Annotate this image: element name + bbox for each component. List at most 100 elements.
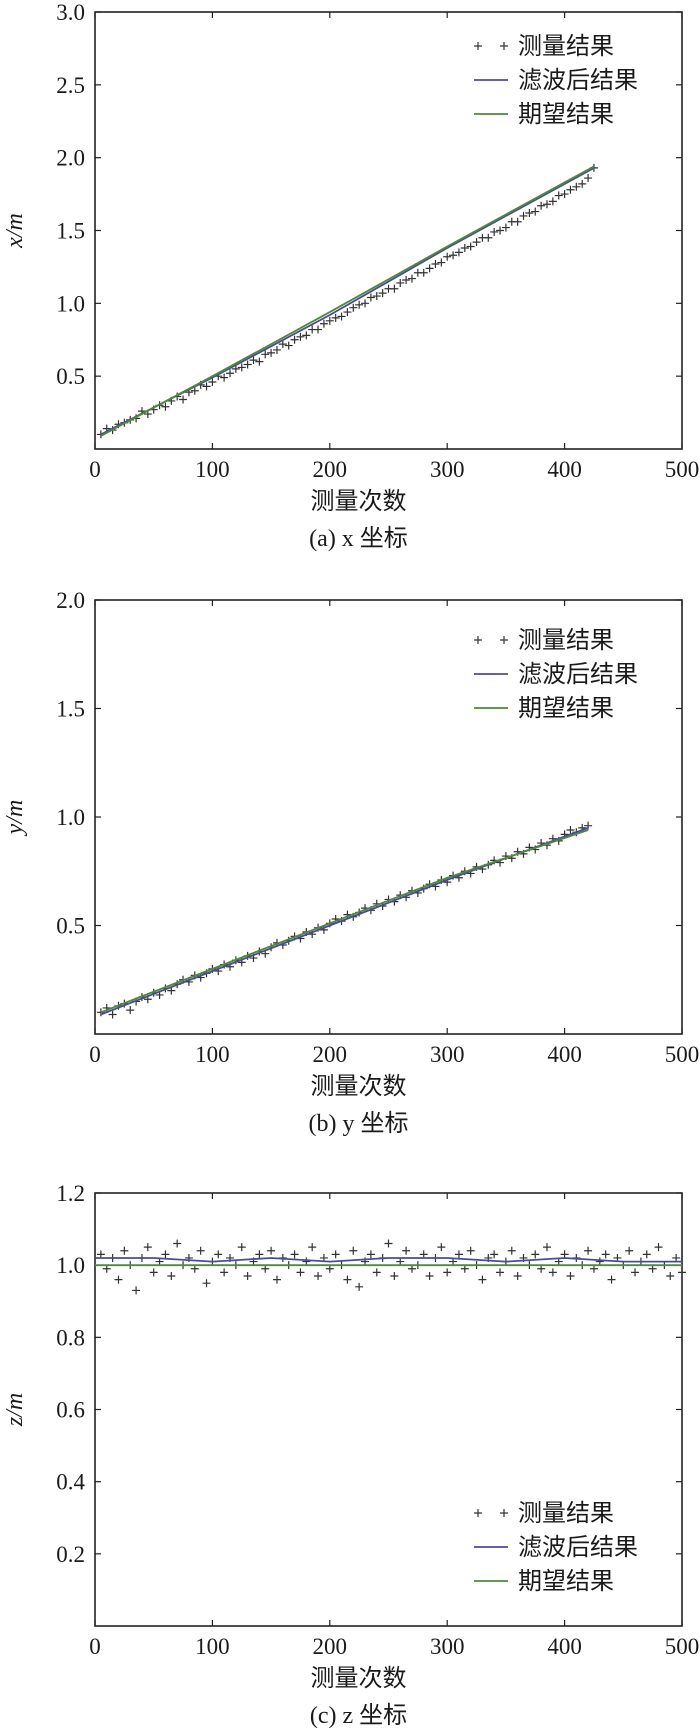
x-tick-label: 400 bbox=[547, 1042, 582, 1067]
legend-marker bbox=[474, 42, 482, 50]
data-point-marker bbox=[496, 1268, 505, 1277]
x-tick-label: 500 bbox=[665, 1634, 700, 1659]
legend-label: 期望结果 bbox=[518, 695, 614, 722]
data-point-marker bbox=[548, 1268, 557, 1277]
data-point-marker bbox=[202, 382, 211, 391]
data-point-marker bbox=[525, 209, 534, 218]
data-point-marker bbox=[548, 197, 557, 206]
data-point-marker bbox=[325, 316, 334, 325]
data-point-marker bbox=[390, 1271, 399, 1280]
data-point-marker bbox=[519, 211, 528, 220]
data-point-marker bbox=[425, 1271, 434, 1280]
x-axis-title: 测量次数 bbox=[311, 1073, 407, 1100]
x-tick-label: 200 bbox=[313, 1042, 348, 1067]
data-point-marker bbox=[466, 1246, 475, 1255]
data-point-marker bbox=[143, 1243, 152, 1252]
y-tick-label: 0.5 bbox=[56, 914, 85, 939]
legend-marker bbox=[500, 42, 508, 50]
y-tick-label: 0.2 bbox=[56, 1542, 85, 1567]
data-point-marker bbox=[407, 1264, 416, 1273]
y-tick-label: 3.0 bbox=[56, 0, 85, 25]
x-tick-label: 100 bbox=[195, 1634, 230, 1659]
data-point-marker bbox=[337, 312, 346, 321]
data-point-marker bbox=[531, 1250, 540, 1259]
data-point-marker bbox=[595, 1257, 604, 1266]
legend-label: 测量结果 bbox=[518, 1500, 614, 1527]
data-point-marker bbox=[625, 1246, 634, 1255]
data-point-marker bbox=[161, 402, 170, 411]
data-point-marker bbox=[537, 201, 546, 210]
data-point-marker bbox=[531, 207, 540, 216]
data-point-marker bbox=[466, 242, 475, 251]
data-point-marker bbox=[589, 1264, 598, 1273]
data-point-marker bbox=[319, 319, 328, 328]
data-point-marker bbox=[425, 264, 434, 273]
panel-z-coordinate: 0 100 200 300 400 500 0.2 0.4 0.6 0.8 1.0 1.2 测量次数 z/… bbox=[2, 1181, 699, 1729]
data-point-marker bbox=[454, 248, 463, 257]
legend-marker bbox=[500, 1509, 508, 1517]
data-point-marker bbox=[566, 185, 575, 194]
data-point-marker bbox=[237, 1243, 246, 1252]
data-point-marker bbox=[96, 1250, 105, 1259]
x-tick-label: 500 bbox=[665, 1042, 700, 1067]
y-tick-label: 2.0 bbox=[56, 146, 85, 171]
data-point-marker bbox=[108, 1010, 117, 1019]
x-tick-label: 100 bbox=[195, 457, 230, 482]
data-point-marker bbox=[484, 233, 493, 242]
data-point-marker bbox=[490, 227, 499, 236]
data-point-marker bbox=[308, 1243, 317, 1252]
data-point-marker bbox=[443, 1268, 452, 1277]
y-tick-label: 2.5 bbox=[56, 73, 85, 98]
data-point-marker bbox=[542, 1243, 551, 1252]
x-tick-label: 300 bbox=[430, 457, 465, 482]
data-point-marker bbox=[349, 303, 358, 312]
data-point-marker bbox=[431, 260, 440, 269]
panel-x-coordinate: 0 100 200 300 400 500 0.5 1.0 1.5 2.0 2.5 3.0 测量次数 x/… bbox=[2, 0, 699, 552]
data-point-marker bbox=[237, 363, 246, 372]
data-point-marker bbox=[654, 1243, 663, 1252]
data-point-marker bbox=[584, 1246, 593, 1255]
x-tick-label: 400 bbox=[547, 457, 582, 482]
data-point-marker bbox=[290, 1250, 299, 1259]
x-tick-label: 200 bbox=[313, 1634, 348, 1659]
panel-caption: (a) x 坐标 bbox=[309, 525, 408, 552]
data-point-marker bbox=[243, 1271, 252, 1280]
data-point-marker bbox=[366, 1250, 375, 1259]
data-point-marker bbox=[96, 1008, 105, 1017]
x-tick-label: 0 bbox=[89, 457, 101, 482]
data-point-marker bbox=[607, 1275, 616, 1284]
legend-label: 测量结果 bbox=[518, 627, 614, 654]
data-point-marker bbox=[208, 377, 217, 386]
data-point-marker bbox=[407, 274, 416, 283]
data-point-marker bbox=[513, 217, 522, 226]
data-point-marker bbox=[584, 174, 593, 183]
data-point-marker bbox=[272, 345, 281, 354]
x-tick-label: 100 bbox=[195, 1042, 230, 1067]
data-point-marker bbox=[378, 289, 387, 298]
data-point-marker bbox=[220, 373, 229, 382]
data-point-marker bbox=[648, 1264, 657, 1273]
data-point-marker bbox=[396, 278, 405, 287]
data-point-marker bbox=[226, 369, 235, 378]
data-point-marker bbox=[372, 1268, 381, 1277]
data-point-marker bbox=[501, 223, 510, 232]
data-point-marker bbox=[290, 335, 299, 344]
data-point-marker bbox=[402, 276, 411, 285]
data-point-marker bbox=[384, 1239, 393, 1248]
x-tick-label: 0 bbox=[89, 1042, 101, 1067]
data-point-marker bbox=[537, 1264, 546, 1273]
legend-marker bbox=[474, 1509, 482, 1517]
data-point-marker bbox=[496, 226, 505, 235]
data-point-marker bbox=[267, 348, 276, 357]
data-point-marker bbox=[349, 1246, 358, 1255]
y-tick-label: 0.5 bbox=[56, 364, 85, 389]
data-point-marker bbox=[601, 1250, 610, 1259]
data-point-marker bbox=[296, 332, 305, 341]
data-point-marker bbox=[366, 293, 375, 302]
y-tick-label: 1.0 bbox=[56, 805, 85, 830]
data-point-marker bbox=[149, 1268, 158, 1277]
data-point-marker bbox=[284, 341, 293, 350]
x-axis-title: 测量次数 bbox=[311, 488, 407, 515]
y-tick-label: 1.5 bbox=[56, 697, 85, 722]
